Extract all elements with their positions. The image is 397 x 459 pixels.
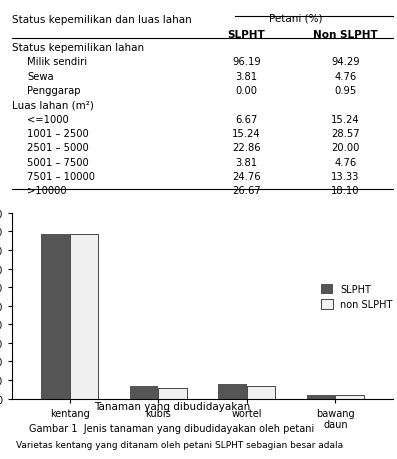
Text: 5001 – 7500: 5001 – 7500 (27, 157, 89, 168)
Text: Tanaman yang dibudidayakan: Tanaman yang dibudidayakan (94, 401, 250, 411)
Text: 7501 – 10000: 7501 – 10000 (27, 172, 95, 182)
Text: 1001 – 2500: 1001 – 2500 (27, 129, 89, 139)
Text: 24.76: 24.76 (232, 172, 260, 182)
Text: 0.00: 0.00 (235, 86, 257, 96)
Text: 22.86: 22.86 (232, 143, 260, 153)
Text: 0.95: 0.95 (334, 86, 357, 96)
Text: 26.67: 26.67 (232, 186, 261, 196)
Text: Varietas kentang yang ditanam oleh petani SLPHT sebagian besar adala: Varietas kentang yang ditanam oleh petan… (16, 440, 343, 449)
Text: Luas lahan (m²): Luas lahan (m²) (12, 100, 94, 110)
Text: 15.24: 15.24 (232, 129, 260, 139)
Bar (307, 395, 335, 399)
Text: 20.00: 20.00 (331, 143, 360, 153)
Text: Sewa: Sewa (27, 72, 54, 82)
Text: 94.29: 94.29 (331, 57, 360, 67)
Text: 4.76: 4.76 (334, 157, 357, 168)
Bar (130, 386, 158, 399)
Text: >10000: >10000 (27, 186, 67, 196)
Text: 3.81: 3.81 (235, 72, 257, 82)
Text: Status kepemilikan lahan: Status kepemilikan lahan (12, 43, 144, 52)
Text: Milik sendiri: Milik sendiri (27, 57, 87, 67)
Text: 13.33: 13.33 (331, 172, 360, 182)
Bar (335, 395, 364, 399)
Bar (247, 386, 275, 399)
Text: <=1000: <=1000 (27, 115, 69, 125)
Legend: SLPHT, non SLPHT: SLPHT, non SLPHT (318, 281, 396, 312)
Text: 96.19: 96.19 (232, 57, 261, 67)
Text: 3.81: 3.81 (235, 157, 257, 168)
Text: 6.67: 6.67 (235, 115, 258, 125)
Text: Status kepemilikan dan luas lahan: Status kepemilikan dan luas lahan (12, 15, 192, 25)
Text: SLPHT: SLPHT (227, 30, 265, 40)
Text: 18.10: 18.10 (331, 186, 360, 196)
Text: Gambar 1  Jenis tanaman yang dibudidayakan oleh petani: Gambar 1 Jenis tanaman yang dibudidayaka… (29, 423, 314, 433)
Text: Penggarap: Penggarap (27, 86, 81, 96)
Text: Non SLPHT: Non SLPHT (313, 30, 378, 40)
Bar (69, 235, 98, 399)
Bar (41, 235, 69, 399)
Bar (158, 388, 187, 399)
Text: 2501 – 5000: 2501 – 5000 (27, 143, 89, 153)
Text: 15.24: 15.24 (331, 115, 360, 125)
Text: 28.57: 28.57 (331, 129, 360, 139)
Text: 4.76: 4.76 (334, 72, 357, 82)
Bar (218, 385, 247, 399)
Text: Petani (%): Petani (%) (269, 13, 323, 23)
